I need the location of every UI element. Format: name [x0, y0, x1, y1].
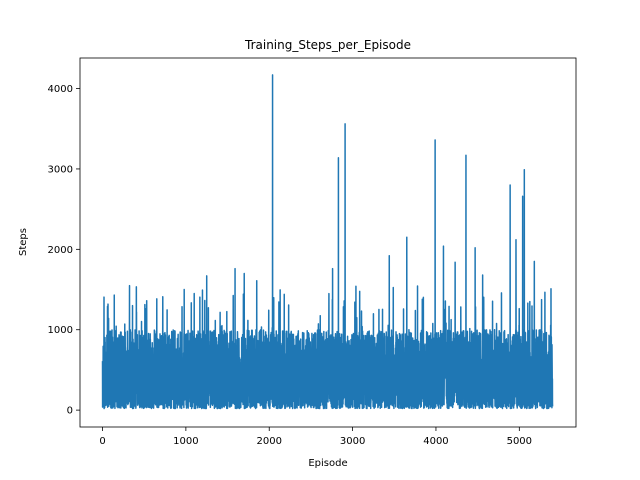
x-axis: 0 1000 2000 3000 4000 5000 — [99, 427, 532, 447]
plot-area — [101, 74, 554, 410]
y-tick-label: 3000 — [48, 164, 73, 175]
x-tick-label: 2000 — [257, 436, 282, 447]
y-tick-label: 4000 — [48, 84, 73, 95]
x-tick-label: 3000 — [340, 436, 365, 447]
x-tick-label: 4000 — [423, 436, 448, 447]
x-axis-label: Episode — [308, 458, 347, 469]
series-line-steps — [101, 74, 554, 410]
x-tick-label: 1000 — [173, 436, 198, 447]
y-axis-label: Steps — [18, 228, 29, 256]
y-tick-label: 0 — [67, 406, 73, 417]
x-tick-label: 0 — [99, 436, 105, 447]
y-axis: 0 1000 2000 3000 4000 — [48, 84, 80, 417]
y-tick-label: 2000 — [48, 245, 73, 256]
chart-title: Training_Steps_per_Episode — [244, 38, 411, 52]
x-tick-label: 5000 — [507, 436, 532, 447]
y-tick-label: 1000 — [48, 325, 73, 336]
plot-frame — [79, 57, 577, 428]
